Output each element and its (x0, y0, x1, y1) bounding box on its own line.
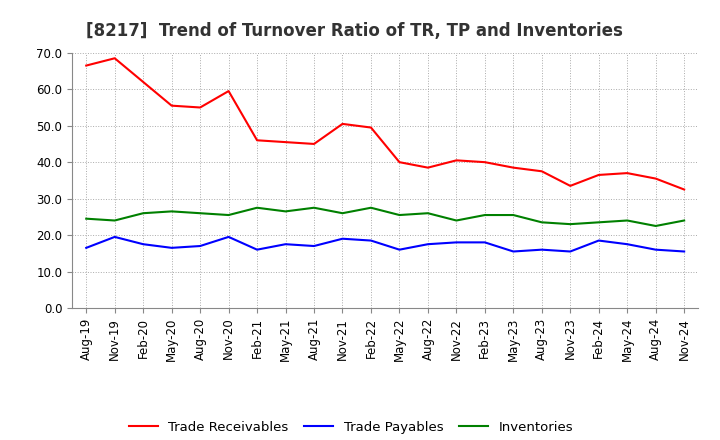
Inventories (196, 211, 204, 216)
Line: Trade Payables: Trade Payables (86, 237, 684, 252)
Inventories (423, 211, 432, 216)
Inventories (282, 209, 290, 214)
Inventories (253, 205, 261, 210)
Inventories (310, 205, 318, 210)
Trade Receivables (196, 105, 204, 110)
Trade Receivables (395, 160, 404, 165)
Trade Receivables (566, 183, 575, 188)
Trade Receivables (225, 88, 233, 94)
Trade Payables (167, 245, 176, 250)
Trade Payables (680, 249, 688, 254)
Trade Receivables (253, 138, 261, 143)
Trade Receivables (480, 160, 489, 165)
Inventories (566, 221, 575, 227)
Inventories (82, 216, 91, 221)
Line: Trade Receivables: Trade Receivables (86, 58, 684, 190)
Legend: Trade Receivables, Trade Payables, Inventories: Trade Receivables, Trade Payables, Inven… (129, 421, 574, 434)
Trade Payables (509, 249, 518, 254)
Trade Receivables (167, 103, 176, 108)
Trade Payables (110, 234, 119, 239)
Inventories (338, 211, 347, 216)
Trade Receivables (82, 63, 91, 68)
Trade Payables (480, 240, 489, 245)
Trade Payables (652, 247, 660, 252)
Inventories (167, 209, 176, 214)
Trade Receivables (366, 125, 375, 130)
Trade Payables (537, 247, 546, 252)
Trade Receivables (338, 121, 347, 127)
Inventories (395, 213, 404, 218)
Inventories (452, 218, 461, 223)
Trade Receivables (509, 165, 518, 170)
Inventories (537, 220, 546, 225)
Inventories (595, 220, 603, 225)
Inventories (480, 213, 489, 218)
Trade Receivables (310, 141, 318, 147)
Trade Receivables (652, 176, 660, 181)
Trade Payables (139, 242, 148, 247)
Trade Payables (452, 240, 461, 245)
Trade Payables (253, 247, 261, 252)
Inventories (623, 218, 631, 223)
Trade Payables (282, 242, 290, 247)
Trade Receivables (680, 187, 688, 192)
Trade Receivables (423, 165, 432, 170)
Trade Receivables (452, 158, 461, 163)
Trade Payables (196, 243, 204, 249)
Trade Payables (366, 238, 375, 243)
Trade Receivables (595, 172, 603, 178)
Inventories (366, 205, 375, 210)
Trade Receivables (139, 79, 148, 84)
Trade Payables (338, 236, 347, 242)
Inventories (110, 218, 119, 223)
Trade Payables (310, 243, 318, 249)
Line: Inventories: Inventories (86, 208, 684, 226)
Trade Payables (225, 234, 233, 239)
Inventories (680, 218, 688, 223)
Inventories (139, 211, 148, 216)
Trade Payables (423, 242, 432, 247)
Trade Receivables (537, 169, 546, 174)
Trade Payables (82, 245, 91, 250)
Trade Payables (623, 242, 631, 247)
Trade Receivables (110, 55, 119, 61)
Inventories (509, 213, 518, 218)
Inventories (652, 224, 660, 229)
Text: [8217]  Trend of Turnover Ratio of TR, TP and Inventories: [8217] Trend of Turnover Ratio of TR, TP… (86, 22, 624, 40)
Trade Receivables (623, 170, 631, 176)
Trade Payables (566, 249, 575, 254)
Trade Payables (595, 238, 603, 243)
Trade Payables (395, 247, 404, 252)
Inventories (225, 213, 233, 218)
Trade Receivables (282, 139, 290, 145)
